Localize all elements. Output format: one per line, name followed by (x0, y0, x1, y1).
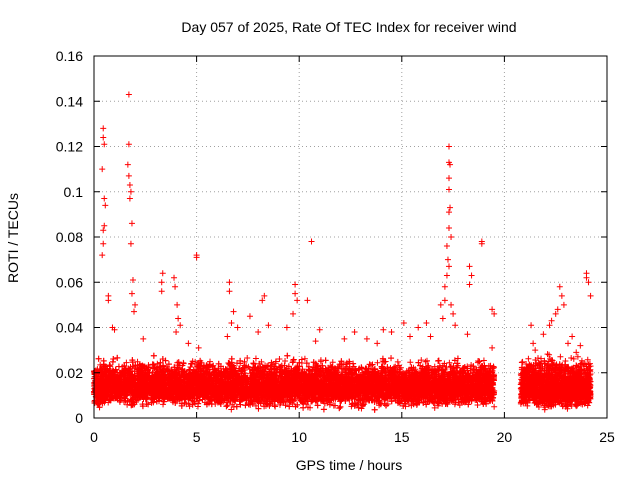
data-point (480, 357, 487, 364)
data-point (123, 359, 130, 366)
data-point (307, 404, 314, 411)
chart-title: Day 057 of 2025, Rate Of TEC Index for r… (181, 19, 516, 35)
grid-lines (94, 56, 607, 418)
data-point (446, 359, 453, 366)
data-point (276, 356, 283, 363)
data-point (186, 403, 193, 410)
data-point (133, 397, 140, 404)
data-point (431, 404, 438, 411)
data-points (91, 91, 594, 413)
data-point (192, 358, 199, 365)
data-point (407, 359, 414, 366)
data-point (160, 401, 167, 408)
data-point (282, 357, 289, 364)
data-point (374, 359, 381, 366)
data-point (301, 355, 308, 362)
